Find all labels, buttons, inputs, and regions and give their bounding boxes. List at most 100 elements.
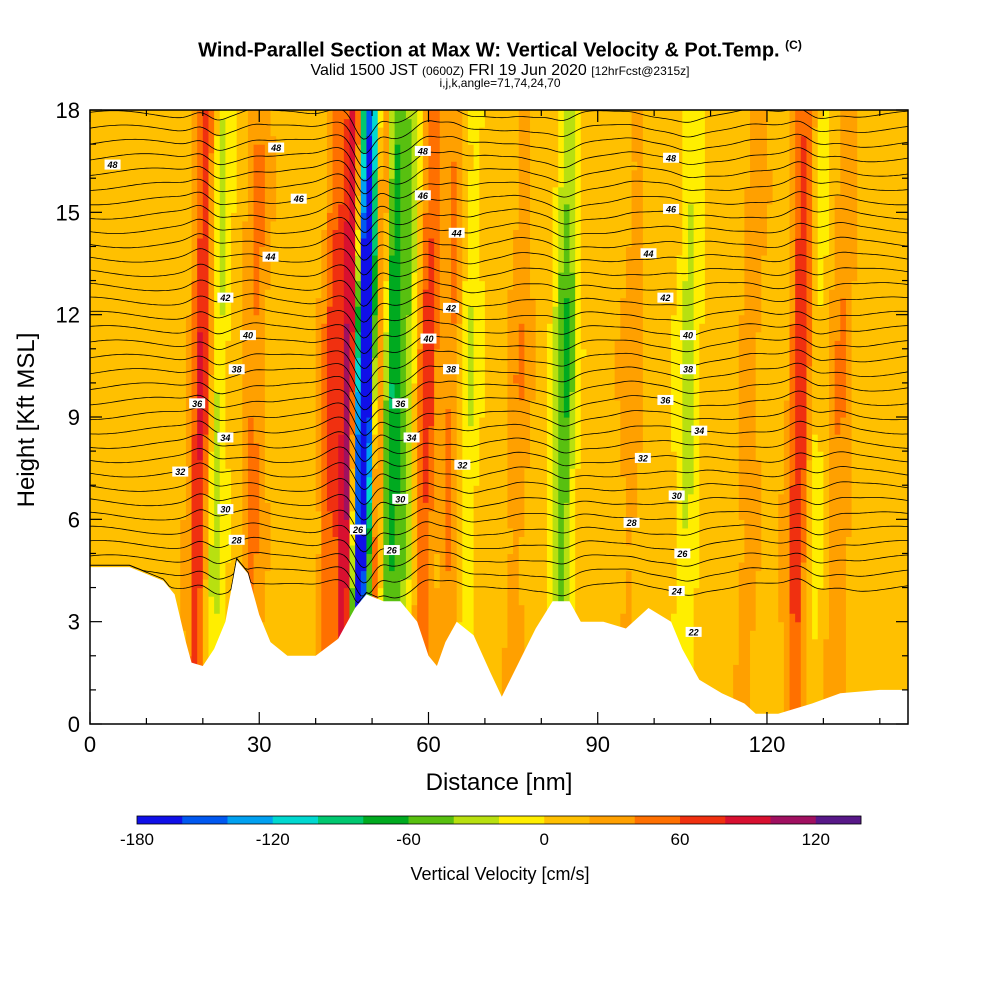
y-tick-label: 3 [68, 610, 80, 635]
velocity-cell [609, 110, 616, 724]
colorbar-swatch [589, 816, 636, 824]
velocity-cell [840, 110, 847, 299]
velocity-cell [326, 510, 334, 724]
velocity-cell [518, 536, 525, 606]
velocity-cell [789, 110, 796, 324]
isentrope-line [90, 216, 908, 247]
velocity-cell [225, 110, 232, 341]
velocity-cell [383, 110, 390, 213]
isentrope-line [90, 477, 908, 505]
velocity-cell [214, 135, 221, 393]
svg-text:28: 28 [626, 518, 637, 528]
velocity-cell [772, 110, 779, 724]
velocity-cell [197, 587, 204, 724]
velocity-cell [451, 110, 458, 162]
velocity-cell [202, 493, 210, 580]
isentrope-label: 30 [392, 493, 409, 504]
isentrope-line [90, 549, 908, 584]
velocity-cell [603, 110, 610, 724]
isentrope-label: 44 [262, 251, 279, 262]
velocity-cell [152, 110, 159, 724]
velocity-cell [422, 212, 430, 290]
velocity-cell [388, 110, 396, 179]
velocity-cell [563, 417, 571, 503]
velocity-cell [247, 417, 255, 597]
velocity-cell [580, 357, 588, 724]
velocity-cell [851, 280, 858, 724]
velocity-cell [197, 110, 204, 239]
velocity-cell [180, 110, 187, 520]
velocity-cell [682, 527, 689, 665]
colorbar-swatch [453, 816, 500, 824]
velocity-cell [355, 357, 362, 393]
velocity-cell [676, 254, 683, 674]
colorbar-swatch [544, 816, 590, 824]
isentrope-contours [90, 110, 908, 604]
svg-text:48: 48 [665, 153, 676, 163]
velocity-cell [783, 399, 791, 724]
velocity-cell [789, 323, 796, 486]
velocity-cell [191, 434, 198, 691]
velocity-cell [349, 434, 356, 469]
velocity-cell [575, 110, 582, 469]
velocity-cell [778, 110, 785, 495]
velocity-cell [795, 110, 802, 239]
velocity-cell [840, 297, 847, 418]
velocity-cell [676, 110, 683, 256]
colorbar-swatch [680, 816, 726, 824]
svg-text:48: 48 [270, 143, 281, 153]
y-tick-label: 9 [68, 405, 80, 430]
velocity-cell [326, 212, 334, 307]
isentrope-label: 48 [663, 152, 680, 163]
velocity-cell [812, 127, 819, 435]
velocity-cell [208, 110, 215, 154]
velocity-cell [388, 254, 396, 384]
velocity-cell [851, 110, 858, 282]
svg-text:42: 42 [219, 293, 230, 303]
velocity-cell [750, 110, 757, 631]
velocity-cell [157, 110, 164, 724]
velocity-cell [479, 110, 486, 128]
y-tick-label: 0 [68, 712, 80, 737]
velocity-cell [253, 314, 260, 444]
y-tick-label: 15 [56, 200, 80, 225]
velocity-cell [225, 468, 232, 563]
velocity-cell [625, 544, 633, 572]
x-axis-title: Distance [nm] [426, 769, 573, 796]
y-tick-label: 12 [56, 303, 80, 328]
velocity-cell [845, 536, 853, 724]
velocity-cell [315, 110, 322, 299]
isentrope-label: 46 [290, 193, 307, 204]
velocity-cell [355, 331, 362, 358]
velocity-cell [326, 306, 334, 512]
velocity-cell [140, 110, 148, 724]
velocity-cell [524, 110, 531, 469]
isentrope-line [90, 362, 908, 397]
velocity-cell [428, 110, 435, 239]
velocity-cell [383, 280, 390, 333]
velocity-cell [806, 365, 813, 461]
velocity-cell [586, 110, 593, 724]
colorbar-swatch [318, 816, 364, 824]
velocity-cell [518, 323, 525, 401]
colorbar-swatch [137, 816, 183, 824]
velocity-cell [513, 374, 520, 384]
velocity-cell [366, 417, 373, 444]
velocity-cell [738, 519, 745, 563]
velocity-cell [405, 118, 413, 316]
svg-text:42: 42 [659, 293, 670, 303]
velocity-cell [264, 289, 272, 503]
velocity-cell [518, 110, 525, 324]
velocity-cell [755, 459, 762, 572]
isentrope-line [90, 402, 908, 436]
velocity-cell [247, 110, 255, 418]
velocity-cell [546, 323, 554, 724]
velocity-cell [637, 451, 644, 724]
velocity-cell [236, 110, 243, 580]
velocity-cell [208, 152, 215, 375]
isentrope-line [90, 305, 908, 339]
velocity-cell [575, 468, 582, 724]
velocity-cell [834, 434, 841, 724]
velocity-cell [473, 110, 480, 486]
velocity-cell [372, 110, 379, 171]
